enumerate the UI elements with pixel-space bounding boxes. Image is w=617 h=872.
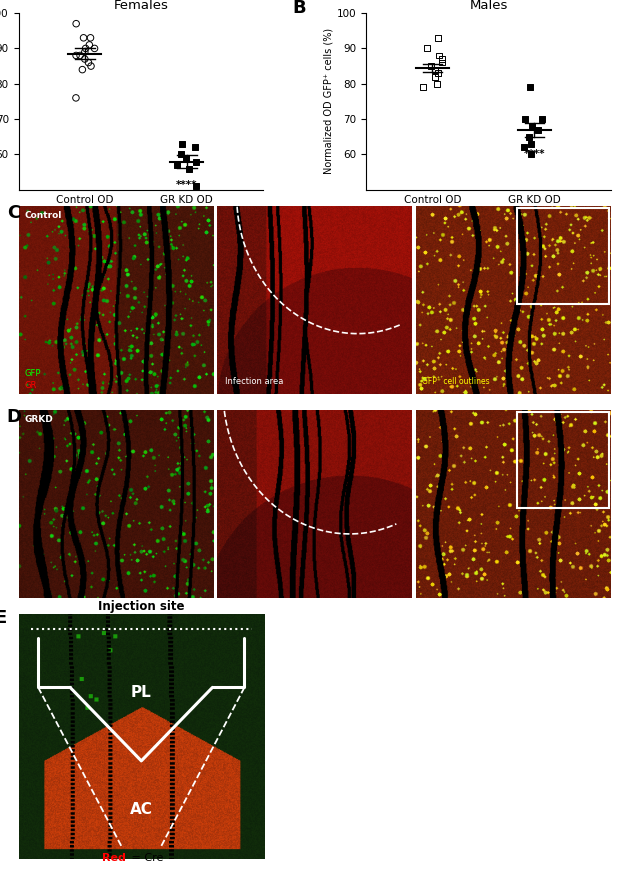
- Point: [426, 59, 436, 73]
- Point: [190, 140, 200, 154]
- Point: [422, 42, 432, 56]
- Text: ****: ****: [524, 149, 545, 159]
- Point: [526, 137, 536, 151]
- Text: Infection area: Infection area: [225, 378, 283, 386]
- Point: [80, 52, 89, 66]
- Point: [533, 123, 543, 137]
- Point: [520, 140, 529, 154]
- Text: D: D: [7, 408, 22, 426]
- Title: Females: Females: [114, 0, 168, 12]
- Point: [80, 45, 89, 59]
- Point: [181, 151, 191, 165]
- Text: GFP: GFP: [24, 369, 41, 378]
- Point: [78, 31, 88, 44]
- Point: [71, 49, 81, 63]
- Point: [437, 56, 447, 70]
- Point: [83, 56, 93, 70]
- Text: PL: PL: [131, 685, 152, 699]
- Point: [429, 63, 439, 77]
- Text: GRKD: GRKD: [24, 415, 53, 425]
- Point: [524, 130, 534, 144]
- Point: [78, 63, 88, 77]
- Point: [430, 70, 440, 84]
- Point: [85, 37, 94, 51]
- Point: [75, 49, 85, 63]
- Text: ****: ****: [176, 181, 197, 190]
- Point: [176, 147, 186, 161]
- Text: C: C: [7, 204, 20, 221]
- Bar: [517, 208, 609, 303]
- Point: [191, 180, 201, 194]
- Text: Red: Red: [102, 853, 126, 862]
- Point: [434, 49, 444, 63]
- Text: E: E: [0, 609, 6, 627]
- Point: [184, 161, 194, 175]
- Text: GFP⁺ cell outlines: GFP⁺ cell outlines: [422, 378, 489, 386]
- Point: [433, 31, 443, 44]
- Point: [191, 154, 201, 168]
- Text: Control: Control: [24, 211, 62, 221]
- Point: [525, 80, 535, 94]
- Text: AC: AC: [130, 802, 153, 817]
- Title: Males: Males: [470, 0, 508, 12]
- Title: Injection site: Injection site: [98, 600, 184, 613]
- Point: [537, 112, 547, 126]
- Point: [178, 137, 188, 151]
- Y-axis label: Normalized OD GFP⁺ cells (%): Normalized OD GFP⁺ cells (%): [324, 29, 334, 174]
- Point: [86, 59, 96, 73]
- Point: [71, 17, 81, 31]
- Point: [172, 158, 182, 172]
- Bar: [517, 412, 609, 508]
- Point: [520, 112, 530, 126]
- Point: [527, 119, 537, 133]
- Point: [86, 31, 96, 44]
- Text: = Cre: = Cre: [128, 853, 163, 862]
- Point: [526, 147, 536, 161]
- Point: [432, 77, 442, 91]
- Point: [437, 52, 447, 66]
- Text: GR: GR: [24, 381, 37, 390]
- Point: [433, 66, 443, 80]
- Text: B: B: [292, 0, 306, 17]
- Point: [89, 42, 99, 56]
- Point: [71, 91, 81, 105]
- Point: [81, 42, 91, 56]
- Point: [418, 80, 428, 94]
